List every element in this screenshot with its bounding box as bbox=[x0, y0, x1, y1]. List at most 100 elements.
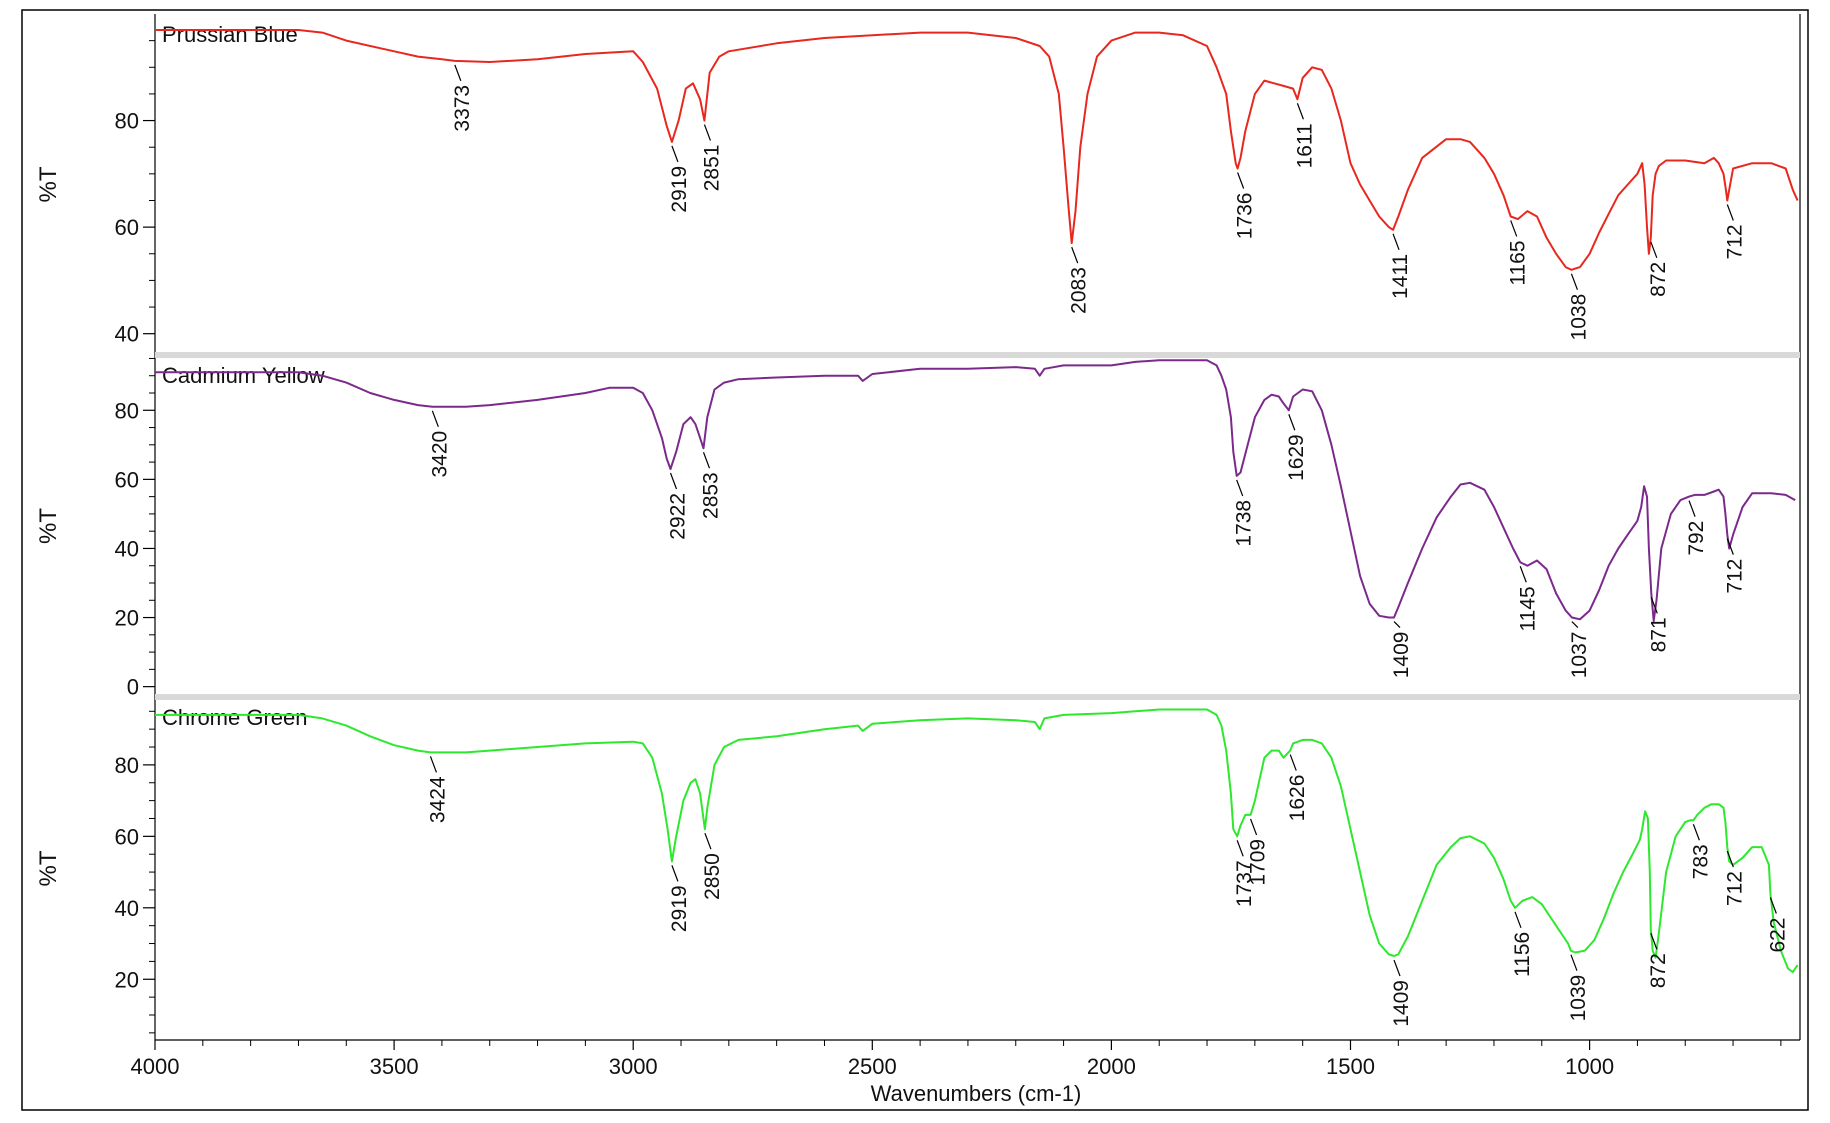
peak-leader bbox=[702, 452, 711, 469]
peak-label: 1737 bbox=[1233, 860, 1256, 907]
peak-leader bbox=[671, 865, 679, 882]
panel-chrome-green: 20 40 60 80 %T Chrome Green 3424 2919 2850 173717… bbox=[35, 705, 1799, 1034]
y-tick-label: 60 bbox=[115, 824, 139, 849]
peak-leader bbox=[1688, 500, 1696, 517]
peak-leader bbox=[669, 472, 678, 490]
peak-label: 2850 bbox=[701, 853, 724, 900]
peak-leader bbox=[1570, 273, 1578, 290]
y-tick-label: 20 bbox=[115, 967, 139, 992]
peak-leader bbox=[1570, 954, 1578, 971]
peak-label: 1709 bbox=[1247, 839, 1270, 886]
x-axis: 4000 3500 3000 2500 2000 1500 1000 bbox=[131, 1039, 1800, 1079]
peak-label: 1626 bbox=[1286, 775, 1309, 822]
peak-leader bbox=[1393, 959, 1401, 977]
y-tick-label: 0 bbox=[127, 675, 139, 700]
peak-label: 3373 bbox=[451, 85, 474, 132]
peak-leader bbox=[1236, 840, 1244, 857]
plot-panels: 40 60 80 %T Prussian Blue 3373 2919 2851 2083 173… bbox=[35, 14, 1801, 1040]
series-name: Prussian Blue bbox=[162, 22, 298, 47]
peak-leader bbox=[1650, 597, 1658, 614]
y-axis-label: %T bbox=[35, 508, 62, 544]
y-tick-label: 60 bbox=[115, 467, 139, 492]
x-tick-label: 3500 bbox=[370, 1054, 419, 1079]
peak-leader bbox=[431, 410, 439, 428]
x-tick-label: 1000 bbox=[1565, 1054, 1614, 1079]
peak-label: 2083 bbox=[1068, 267, 1091, 314]
peak-leader bbox=[1393, 621, 1401, 628]
peak-leader bbox=[454, 64, 462, 82]
peak-label: 3424 bbox=[426, 776, 449, 823]
peak-label: 1411 bbox=[1389, 254, 1412, 299]
peak-leader bbox=[429, 756, 438, 773]
peak-label: 1611 bbox=[1293, 123, 1316, 168]
peak-leader bbox=[1236, 479, 1244, 497]
peak-leader bbox=[704, 832, 712, 850]
y-tick-label: 60 bbox=[115, 215, 139, 240]
peak-label: 3420 bbox=[428, 431, 451, 478]
series-name: Cadmium Yellow bbox=[162, 363, 325, 388]
peak-leader bbox=[1650, 241, 1658, 258]
spectrum-line bbox=[155, 29, 1799, 271]
x-tick-label: 4000 bbox=[131, 1054, 180, 1079]
peak-label: 1038 bbox=[1567, 294, 1590, 341]
peak-label: 783 bbox=[1689, 844, 1712, 879]
peak-label: 712 bbox=[1723, 871, 1746, 906]
peak-leader bbox=[1726, 538, 1734, 555]
panel-cadmium-yellow: 0 20 40 60 80 %T Cadmium Yellow 3420 2922 2853 173… bbox=[35, 357, 1796, 700]
series-name: Chrome Green bbox=[162, 705, 308, 730]
y-tick-label: 40 bbox=[115, 536, 139, 561]
peak-label: 1165 bbox=[1507, 240, 1530, 285]
y-tick-label: 80 bbox=[115, 753, 139, 778]
x-tick-label: 1500 bbox=[1326, 1054, 1375, 1079]
outer-frame bbox=[21, 9, 1809, 1111]
peak-label: 2853 bbox=[699, 472, 722, 519]
peak-label: 1738 bbox=[1233, 500, 1256, 547]
peak-leader bbox=[671, 145, 679, 163]
y-axis-label: %T bbox=[35, 166, 62, 202]
peak-label: 1409 bbox=[1390, 632, 1413, 679]
peak-label: 1145 bbox=[1516, 586, 1539, 631]
peak-label: 1409 bbox=[1390, 980, 1413, 1027]
peak-label: 792 bbox=[1685, 521, 1708, 556]
peak-leader bbox=[1769, 897, 1777, 914]
spectrum-line bbox=[155, 359, 1796, 622]
peak-label: 1156 bbox=[1511, 932, 1534, 977]
peak-label: 712 bbox=[1723, 559, 1746, 594]
peak-leader bbox=[1571, 621, 1579, 628]
y-axis-label: %T bbox=[35, 850, 62, 886]
x-tick-label: 2500 bbox=[848, 1054, 897, 1079]
peak-leader bbox=[1392, 233, 1400, 250]
peak-leader bbox=[1692, 824, 1700, 841]
peak-leader bbox=[1726, 204, 1734, 221]
peak-leader bbox=[1510, 220, 1518, 237]
peak-leader bbox=[703, 124, 712, 141]
y-tick-label: 80 bbox=[115, 398, 139, 423]
peak-leader bbox=[1296, 103, 1304, 120]
peak-label: 622 bbox=[1766, 918, 1789, 953]
peak-label: 2922 bbox=[666, 493, 689, 540]
x-tick-label: 2000 bbox=[1087, 1054, 1136, 1079]
x-axis-label: Wavenumbers (cm-1) bbox=[871, 1081, 1082, 1106]
y-tick-label: 80 bbox=[115, 109, 139, 134]
peak-label: 2851 bbox=[700, 145, 723, 192]
x-tick-label: 3000 bbox=[609, 1054, 658, 1079]
peak-label: 871 bbox=[1647, 617, 1670, 652]
peak-leader bbox=[1071, 246, 1079, 264]
peak-leader bbox=[1288, 414, 1296, 431]
y-tick-label: 20 bbox=[115, 606, 139, 631]
peak-label: 1037 bbox=[1568, 632, 1591, 679]
peak-label: 712 bbox=[1723, 224, 1746, 259]
peak-label: 872 bbox=[1647, 953, 1670, 988]
peak-leader bbox=[1726, 850, 1734, 868]
y-tick-label: 40 bbox=[115, 322, 139, 347]
peak-label: 872 bbox=[1647, 262, 1670, 297]
peak-leader bbox=[1514, 911, 1522, 929]
peak-label: 1629 bbox=[1285, 434, 1308, 481]
panel-prussian-blue: 40 60 80 %T Prussian Blue 3373 2919 2851 2083 173… bbox=[35, 22, 1799, 347]
spectrum-line bbox=[155, 708, 1799, 974]
y-tick-label: 40 bbox=[115, 896, 139, 921]
peak-label: 1736 bbox=[1234, 193, 1257, 240]
peak-leader bbox=[1249, 818, 1258, 836]
peak-leader bbox=[1289, 754, 1297, 771]
peak-leader bbox=[1237, 172, 1245, 189]
